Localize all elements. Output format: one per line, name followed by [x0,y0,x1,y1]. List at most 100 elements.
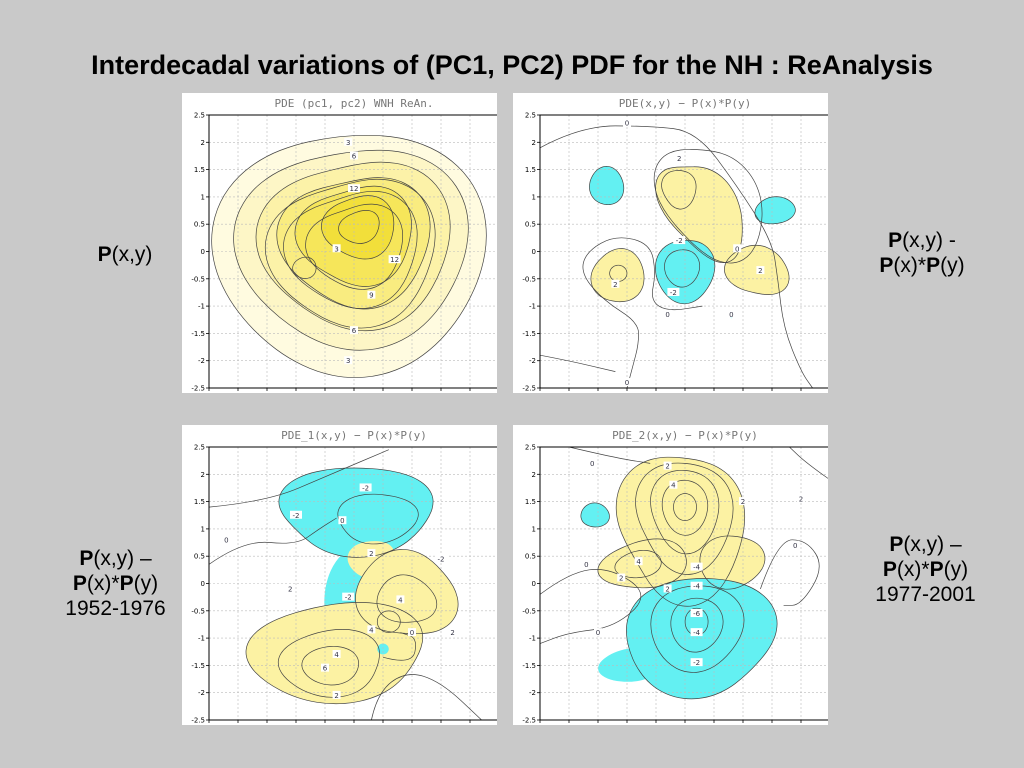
contour-label-bg [448,628,457,637]
contour-lines [211,134,487,378]
contour-line [294,185,412,287]
contour-label: 6 [352,152,357,160]
contour-label-bg [582,559,591,568]
contour-line [355,549,459,635]
contour-label-bg [367,290,376,299]
y-tick-label: 0.5 [194,553,205,561]
contour-label-bg [359,483,372,492]
contour-fills [245,468,459,704]
contour-label-bg [634,557,643,566]
contour-line [371,674,482,721]
contour-line [208,517,337,565]
positive-region [347,541,395,579]
contour-line [655,239,716,305]
label-years: 1977-2001 [875,583,976,606]
y-tick-label: -1 [198,635,205,643]
contour-label: 0 [665,311,669,319]
contour-line [789,446,828,479]
label-bold-p: P [888,229,903,252]
contour-label-bg [623,378,631,387]
contour-line [589,165,625,206]
contour-label-bg [663,461,672,470]
label-text: (x,y) – [93,547,152,570]
axis-ticks: -2.5-2-1.5-1-0.500.511.522.52.521.510.50… [522,112,802,393]
chart-pdf1-anomaly-svg: -2.5-2-1.5-1-0.500.511.522.52.521.510.50… [191,429,497,725]
contour-line [614,549,662,579]
contour-label: 2 [369,550,373,558]
y-tick-label: 1.5 [525,166,536,174]
contour-label: 2 [758,267,762,275]
contour-label-bg [617,573,626,582]
y-tick-label: 1 [201,525,205,533]
contour-label-bg [348,184,360,193]
y-tick-label: 0 [201,580,205,588]
contour-label: 2 [799,495,803,503]
contour-label: -4 [693,583,701,591]
y-tick-label: -0.5 [191,275,205,283]
y-tick-label: -1 [529,303,536,311]
contour-label-bg [733,244,742,253]
contour-line [760,539,820,606]
plot-area: -2.5-2-1.5-1-0.500.511.522.52.521.510.50… [191,112,497,393]
axis-ticks: -2.5-2-1.5-1-0.500.511.522.52.521.510.50… [191,444,471,725]
contour-line [615,456,746,607]
contour-label-bg [727,309,736,318]
contour-line [597,538,687,589]
contour-label: 0 [735,245,739,253]
contour-label: 2 [665,585,669,593]
negative-region [598,648,661,682]
y-tick-label: -2 [529,357,536,365]
contour-label: 3 [334,245,338,253]
contour-label: 2 [334,692,338,700]
contour-line [301,646,359,686]
label-bold-p: P [926,254,941,277]
negative-region [626,578,778,699]
label-years: 1952-1976 [65,597,166,620]
plot-area: -2.5-2-1.5-1-0.500.511.522.52.521.510.50… [522,444,828,725]
contour-label-bg [367,548,376,557]
contour-label-bg [338,516,347,525]
y-tick-label: 2 [532,471,536,479]
contour-label-bg [791,540,800,549]
negative-region [754,196,796,224]
contour-line [670,597,724,653]
contour-label-bg [435,554,447,563]
contour-label: 2 [288,585,292,593]
y-tick-label: 0 [201,248,205,256]
positive-region [699,535,765,590]
contour-label: 12 [390,256,399,264]
label-text: (y) [943,558,969,581]
contour-label-bg [669,480,678,489]
chart-title: PDE (pc1, pc2) WNH ReAn. [275,97,434,110]
y-tick-label: 0.5 [194,221,205,229]
label-text: (x,y) – [903,533,962,556]
contour-line [292,256,317,279]
contour-line [590,248,645,303]
contour-label: 0 [340,517,344,525]
positive-region [655,166,743,263]
contour-label: 2 [613,281,617,289]
label-bold-p: P [889,533,904,556]
contour-line [245,602,424,705]
y-tick-label: 0.5 [525,221,536,229]
contour-line [211,134,487,378]
contour-label-bg [350,151,358,160]
contour-line [539,569,642,644]
contour-label: 0 [590,460,594,468]
contour-label: 0 [729,311,733,319]
y-tick-label: 1 [532,193,536,201]
contour-label-bg [667,287,680,296]
contour-label-bg [690,581,703,590]
contour-label: 4 [636,558,641,566]
contour-label-bg [290,510,302,519]
label-text: (x,y) [111,243,153,266]
label-bold-p: P [879,254,894,277]
contour-label-bg [673,236,686,245]
contour-line [208,449,389,508]
contour-label-bg [594,628,602,637]
label-bold-p: P [72,572,87,595]
contour-label-bg [388,255,401,264]
chart-pdf2-anomaly-svg: -2.5-2-1.5-1-0.500.511.522.52.521.510.50… [522,429,828,725]
contour-label-bg [739,497,747,506]
contour-label-bg [344,356,353,365]
